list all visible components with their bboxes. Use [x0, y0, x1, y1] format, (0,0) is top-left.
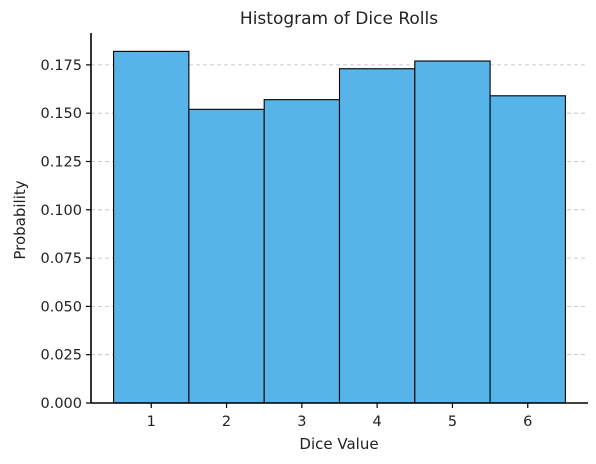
bar-4	[338, 68, 416, 404]
x-tick-label: 6	[523, 414, 532, 430]
y-tick-label: 0.000	[40, 396, 82, 412]
bar-6	[489, 95, 566, 404]
x-tick-label: 5	[448, 414, 457, 430]
x-tick-label: 4	[373, 414, 382, 430]
y-tick-label: 0.150	[40, 106, 82, 122]
x-tick-label: 3	[297, 414, 306, 430]
x-tick-label: 1	[147, 414, 156, 430]
y-tick-label: 0.175	[40, 58, 82, 74]
x-axis-label: Dice Value	[299, 435, 378, 453]
bar-1	[113, 50, 190, 404]
bars-layer	[113, 50, 566, 404]
y-tick-label: 0.125	[40, 154, 82, 170]
bar-2	[188, 108, 265, 404]
ticks-layer: 0.000 0.025 0.050 0.075 0.100 0.125 0.150 0.175…	[40, 58, 532, 430]
y-axis-label: Probability	[11, 180, 29, 259]
chart-title: Histogram of Dice Rolls	[240, 9, 438, 29]
y-tick-label: 0.050	[40, 299, 82, 315]
x-tick-label: 2	[222, 414, 231, 430]
bar-3	[263, 99, 341, 404]
y-tick-label: 0.100	[40, 203, 82, 219]
bar-5	[414, 60, 491, 404]
y-tick-label: 0.025	[40, 348, 82, 364]
y-tick-label: 0.075	[40, 251, 82, 267]
axes-layer	[90, 33, 588, 404]
